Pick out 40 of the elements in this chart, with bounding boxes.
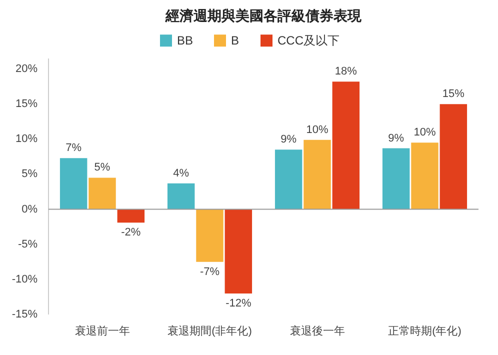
y-tick-label: -10% [12,273,38,286]
bar [196,209,224,262]
bar [117,209,145,223]
y-tick-label: 20% [15,63,38,76]
bar [167,183,195,210]
bar [411,142,438,210]
bar [332,82,360,210]
bar [60,158,88,210]
data-label: 7% [66,142,82,154]
data-label: 15% [442,88,465,100]
data-label: 18% [334,66,358,78]
legend-label: B [231,34,240,48]
y-tick-label: 15% [15,98,38,110]
bar [274,150,302,210]
bar [224,209,252,294]
data-label: -2% [121,226,141,239]
data-label: 10% [306,124,328,136]
y-tick-label: -15% [12,308,38,320]
y-tick-label: 0% [22,203,38,216]
bar [382,148,410,210]
data-label: -12% [226,297,252,310]
y-tick-label: -5% [18,238,38,250]
data-label: 9% [388,132,404,144]
x-tick-label: 衰退期間(非年化) [168,324,252,338]
x-tick-label: 衰退前一年 [74,324,130,338]
data-label: 4% [173,167,190,180]
data-label: -7% [200,266,220,278]
data-label: 5% [94,162,110,174]
y-tick-label: 10% [15,133,38,146]
chart-title: 經濟週期與美國各評級債券表現 [164,8,362,24]
legend-label: BB [177,34,194,48]
x-tick-label: 衰退後一年 [290,324,345,338]
x-tick-label: 正常時期(年化) [388,324,462,338]
legend-label: CCC及以下 [278,34,340,48]
y-tick-label: 5% [22,168,38,180]
bar [304,140,331,210]
data-label: 9% [280,134,297,146]
bar [88,178,116,210]
data-label: 10% [414,126,436,139]
bar [440,104,468,210]
